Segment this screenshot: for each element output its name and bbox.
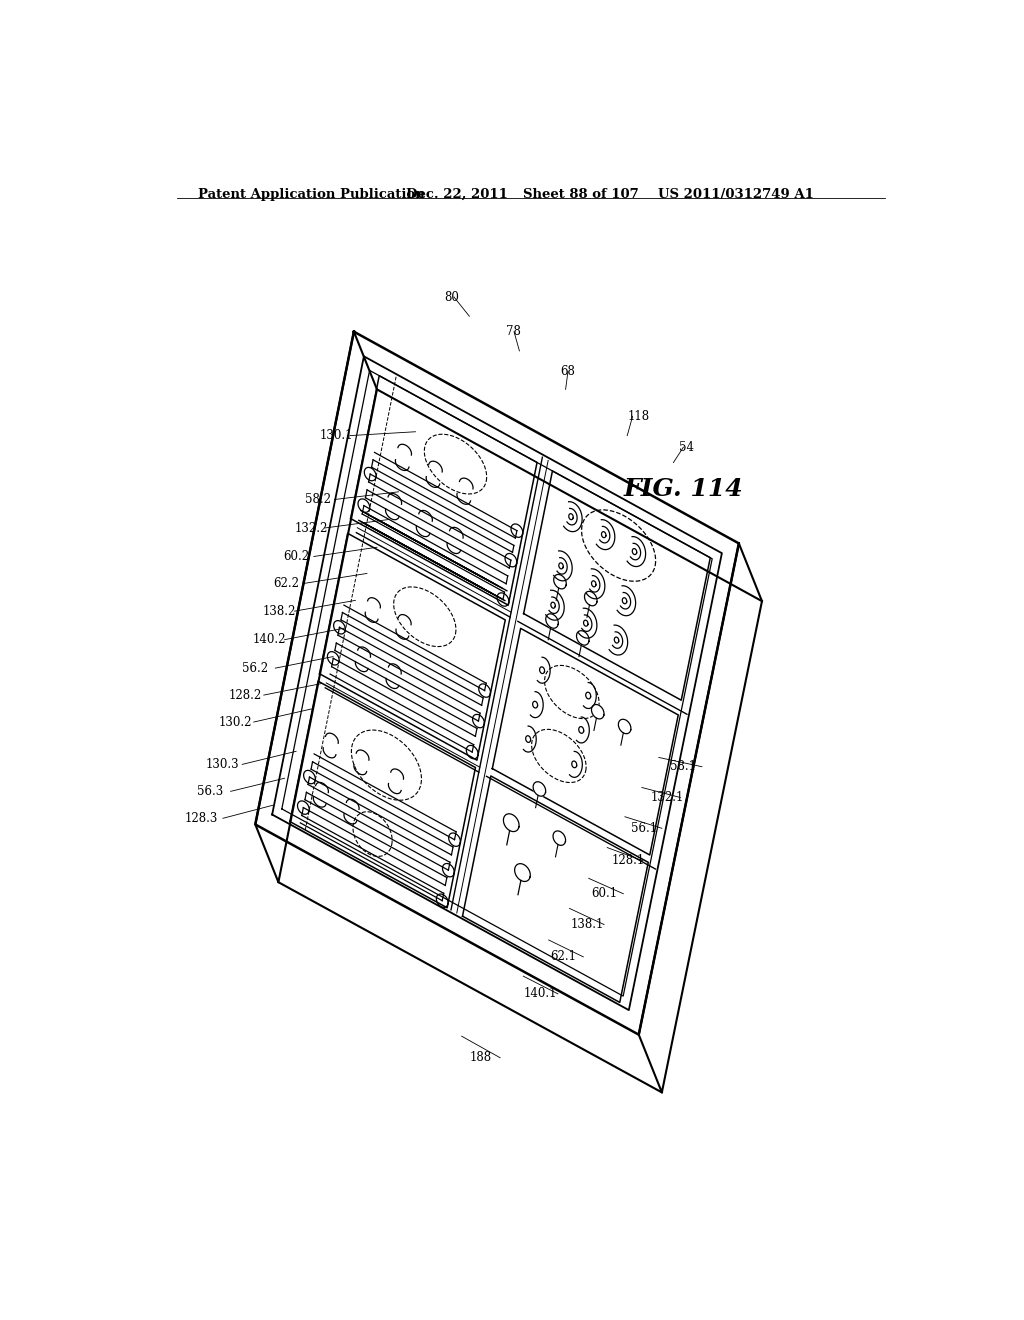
Text: 128.3: 128.3 (184, 812, 218, 825)
Text: 60.2: 60.2 (283, 550, 309, 564)
Polygon shape (592, 705, 604, 719)
Text: Dec. 22, 2011: Dec. 22, 2011 (407, 187, 508, 201)
Polygon shape (577, 631, 589, 645)
Polygon shape (534, 781, 546, 796)
Text: Sheet 88 of 107: Sheet 88 of 107 (523, 187, 639, 201)
Text: 118: 118 (628, 409, 649, 422)
Text: 56.3: 56.3 (197, 785, 223, 797)
Text: 138.1: 138.1 (571, 917, 604, 931)
Text: 128.2: 128.2 (229, 689, 262, 702)
Polygon shape (584, 620, 588, 626)
Polygon shape (504, 814, 519, 832)
Text: 60.1: 60.1 (591, 887, 617, 900)
Text: FIG. 114: FIG. 114 (624, 478, 743, 502)
Polygon shape (586, 692, 591, 698)
Polygon shape (525, 735, 530, 742)
Polygon shape (515, 863, 530, 882)
Text: US 2011/0312749 A1: US 2011/0312749 A1 (658, 187, 814, 201)
Text: 140.2: 140.2 (252, 634, 286, 647)
Text: 130.3: 130.3 (206, 758, 240, 771)
Text: 140.1: 140.1 (523, 987, 557, 1001)
Text: 132.2: 132.2 (295, 521, 328, 535)
Polygon shape (554, 574, 566, 589)
Text: 58.2: 58.2 (304, 492, 331, 506)
Text: 62.2: 62.2 (273, 577, 299, 590)
Text: 56.2: 56.2 (243, 661, 268, 675)
Polygon shape (532, 701, 538, 708)
Text: 62.1: 62.1 (550, 950, 577, 964)
Text: 130.1: 130.1 (319, 429, 352, 442)
Polygon shape (618, 719, 631, 734)
Text: 132.1: 132.1 (650, 791, 684, 804)
Text: 78: 78 (506, 325, 520, 338)
Polygon shape (553, 832, 565, 845)
Polygon shape (623, 598, 627, 603)
Polygon shape (551, 602, 555, 609)
Polygon shape (568, 513, 573, 520)
Text: 138.2: 138.2 (263, 605, 296, 618)
Text: 56.1: 56.1 (631, 822, 657, 834)
Polygon shape (571, 762, 577, 768)
Text: 128.1: 128.1 (611, 854, 645, 867)
Polygon shape (540, 667, 545, 673)
Text: 80: 80 (444, 290, 460, 304)
Polygon shape (546, 614, 558, 628)
Text: Patent Application Publication: Patent Application Publication (199, 187, 425, 201)
Text: 54: 54 (679, 441, 694, 454)
Polygon shape (559, 562, 563, 569)
Polygon shape (592, 581, 596, 587)
Polygon shape (614, 638, 618, 643)
Polygon shape (579, 726, 584, 734)
Text: 130.2: 130.2 (219, 715, 253, 729)
Polygon shape (632, 549, 637, 554)
Polygon shape (601, 532, 606, 537)
Text: 68: 68 (560, 366, 575, 379)
Text: 188: 188 (469, 1051, 492, 1064)
Text: 58.1: 58.1 (670, 760, 695, 774)
Polygon shape (585, 591, 597, 606)
